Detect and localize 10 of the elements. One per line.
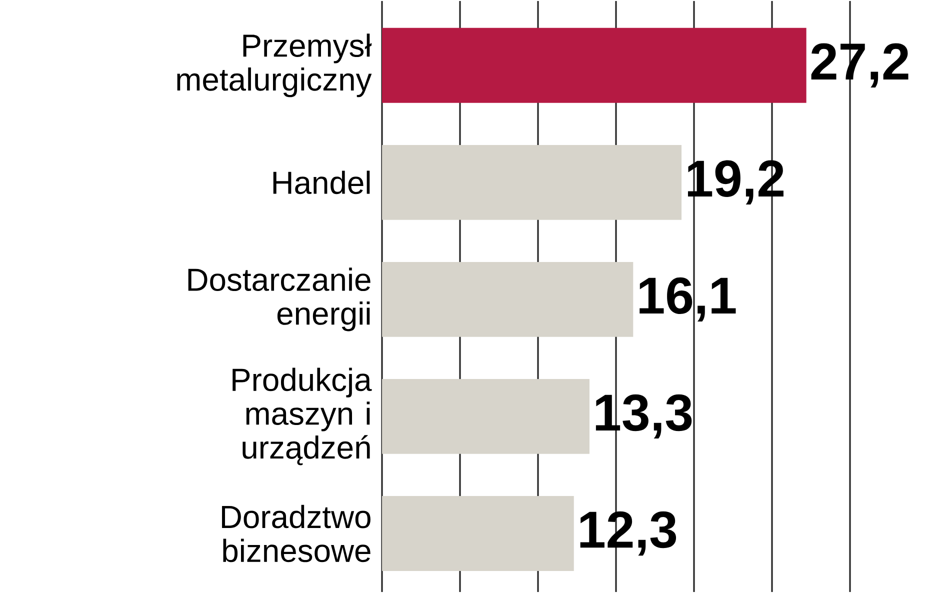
y-tick-label: Doradztwo biznesowe bbox=[222, 504, 370, 562]
y-tick-label: Produkcja maszyn i urządzeń bbox=[232, 368, 372, 466]
y-tick-label: Przemysł metalurgiczny bbox=[177, 34, 372, 98]
bar bbox=[382, 262, 634, 337]
bar bbox=[382, 496, 574, 571]
bar bbox=[382, 28, 806, 103]
y-tick-label: Dostarczanie energii bbox=[188, 268, 370, 332]
y-tick-label: Handel bbox=[273, 170, 370, 194]
bar bbox=[382, 379, 590, 454]
bar bbox=[382, 144, 682, 220]
